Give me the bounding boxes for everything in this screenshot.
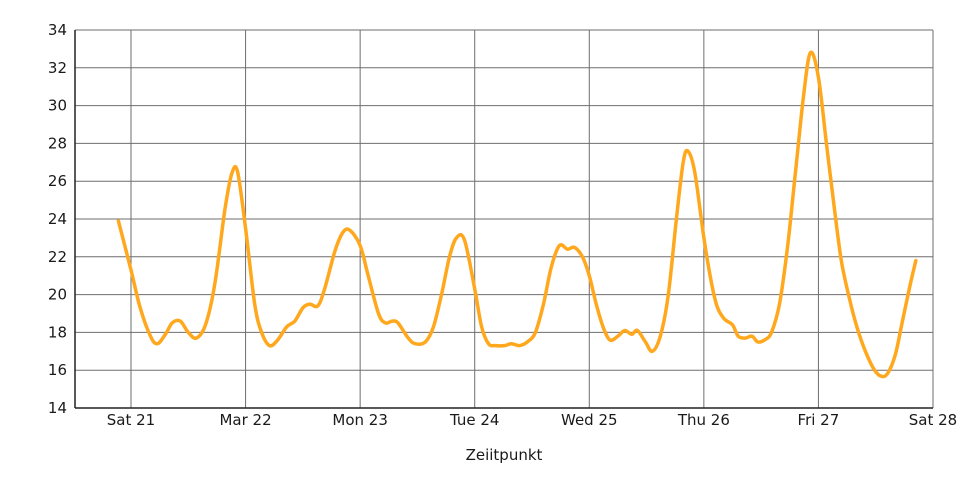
axes bbox=[74, 30, 933, 409]
y-tick-label: 24 bbox=[48, 210, 67, 228]
y-tick-label: 34 bbox=[48, 21, 67, 39]
y-tick-label: 22 bbox=[48, 248, 67, 266]
x-tick-label: Fri 27 bbox=[798, 411, 840, 429]
axis-tick-labels: 14 16 18 20 22 24 26 28 30 32 34 Sat 21 Mar 22 Mon 23… bbox=[48, 21, 957, 429]
y-tick-label: 32 bbox=[48, 59, 67, 77]
x-tick-label: Tue 24 bbox=[449, 411, 499, 429]
x-tick-label: Thu 26 bbox=[677, 411, 730, 429]
x-axis-title: Zeiitpunkt bbox=[466, 446, 543, 464]
gridlines bbox=[75, 29, 934, 408]
x-tick-label: Sat 21 bbox=[107, 411, 155, 429]
y-tick-label: 26 bbox=[48, 172, 67, 190]
y-tick-label: 14 bbox=[48, 399, 67, 417]
y-tick-label: 18 bbox=[48, 323, 67, 341]
x-tick-label: Wed 25 bbox=[561, 411, 618, 429]
x-tick-label: Sat 28 bbox=[909, 411, 957, 429]
x-tick-label: Mon 23 bbox=[332, 411, 387, 429]
y-tick-label: 30 bbox=[48, 97, 67, 115]
y-tick-label: 16 bbox=[48, 361, 67, 379]
x-tick-label: Mar 22 bbox=[219, 411, 271, 429]
y-tick-label: 20 bbox=[48, 286, 67, 304]
series-line bbox=[116, 50, 918, 379]
y-tick-label: 28 bbox=[48, 134, 67, 152]
